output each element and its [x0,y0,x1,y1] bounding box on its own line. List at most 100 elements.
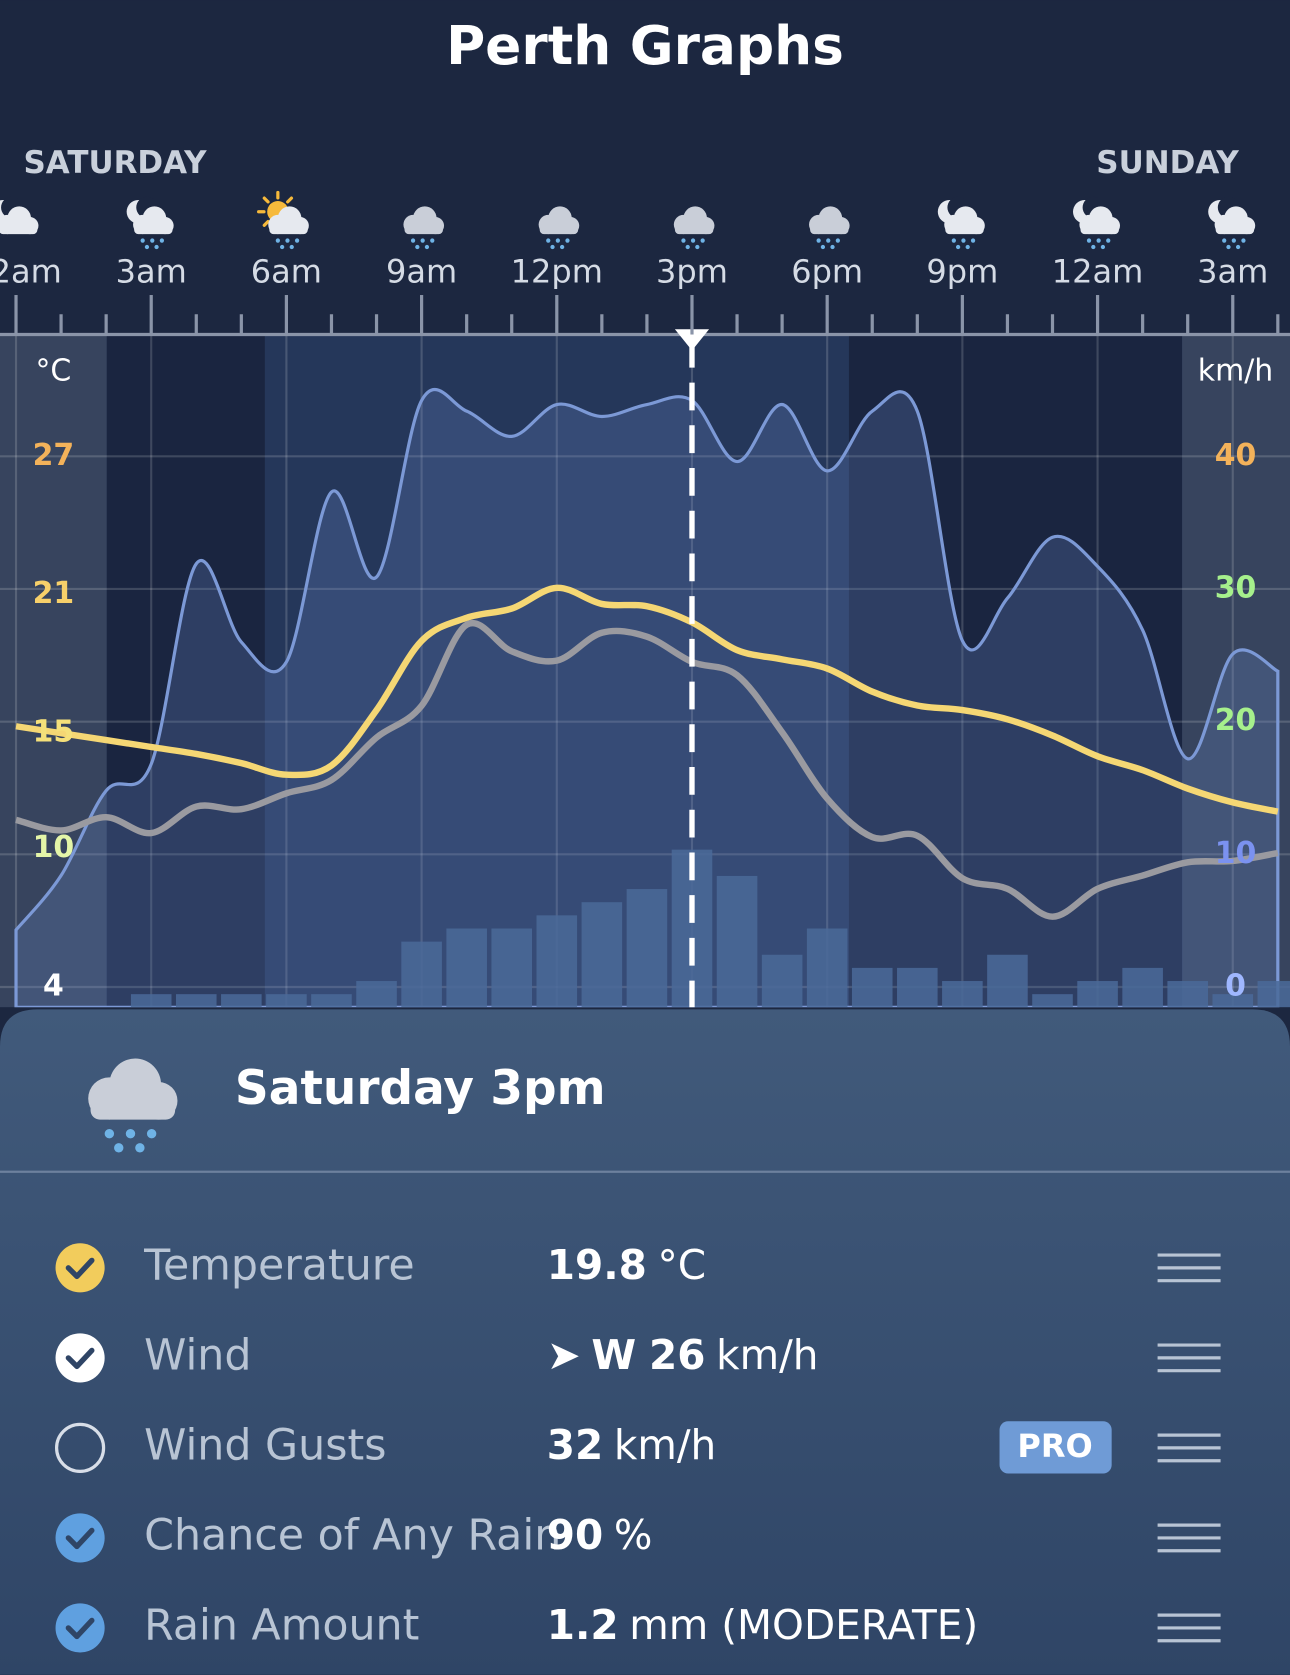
pro-badge-text[interactable]: PRO [1017,1427,1092,1465]
cloud [1080,224,1119,235]
gust-area [14,387,1280,1008]
rain-bar [716,875,758,1008]
checkbox[interactable] [55,1333,105,1383]
sun-ray [262,219,270,227]
time-label: 6pm [791,253,863,291]
checkbox[interactable] [55,1603,105,1653]
raindrop [125,1129,136,1139]
weather-icon [126,196,174,250]
details-title: Saturday 3pm [235,1061,606,1116]
raindrop [430,238,435,243]
rain-bar [491,928,533,1008]
cloud [90,1098,176,1120]
value: 26 [649,1331,705,1379]
y2-tick-label: 0 [1225,969,1246,1004]
rain-bar [1032,994,1073,1008]
rain-bar [1212,994,1254,1008]
rain-bar [401,941,442,1008]
raindrop [555,238,560,243]
rain-bar [987,954,1028,1008]
unit: km/h [716,1331,818,1379]
rain-bar [1167,981,1208,1008]
raindrop [150,238,155,243]
cloud [945,224,984,235]
raindrop [415,244,420,250]
plot-area [0,334,1290,1008]
rain-bar [1077,981,1118,1008]
raindrop [146,1129,157,1139]
raindrop [144,244,150,250]
checkbox[interactable] [55,1243,105,1293]
raindrop [1086,238,1092,243]
checkbox[interactable] [55,1513,105,1563]
temperature-line [15,584,1279,815]
weather-icon [257,190,309,250]
y-unit: °C [35,353,71,388]
weather-icon [538,206,580,250]
raindrop [820,244,826,250]
checkmark[interactable] [65,1617,95,1640]
cloud [0,224,38,235]
row-label: Wind [144,1330,251,1380]
rain-bar [130,994,172,1008]
time-label: 3am [1197,253,1268,291]
raindrop [114,1143,124,1153]
rain-bar [897,967,938,1008]
y2-tick-label: 20 [1215,703,1257,738]
time-label: 12am [0,253,62,291]
cloud [404,224,443,235]
row-label: Rain Amount [144,1600,419,1650]
raindrop [104,1129,115,1139]
shade [0,334,107,1008]
raindrop [135,1143,145,1153]
rain-bar [806,928,848,1008]
rain-bar [175,994,217,1008]
value: 1.2 [547,1601,619,1649]
pro-badge[interactable] [999,1421,1112,1474]
cursor-handle[interactable] [674,329,710,351]
raindrop [1096,238,1101,243]
raindrop [961,238,966,243]
raindrop [1106,238,1111,243]
row-label: Temperature [143,1240,415,1290]
y-tick-label: 4 [43,969,64,1004]
checkmark[interactable] [65,1257,95,1280]
checkmark[interactable] [65,1527,95,1550]
rain-bar [356,981,397,1008]
y2-unit: km/h [1198,353,1273,388]
unit: mm (MODERATE) [629,1601,978,1649]
raindrop [1226,244,1231,250]
raindrop [546,238,551,243]
raindrop [410,238,416,243]
raindrop [279,244,285,250]
cloud [810,224,849,235]
day-label: SATURDAY [23,145,207,181]
time-label: 12pm [511,253,603,291]
raindrop [690,238,696,243]
raindrop [970,238,976,243]
y-tick-label: 10 [33,830,75,865]
checkbox[interactable] [54,1422,106,1473]
cloud [674,224,714,235]
checkmark[interactable] [65,1347,95,1370]
raindrop [289,244,294,250]
raindrop [154,244,159,250]
time-label: 3am [116,253,187,291]
rain-bar [851,967,893,1008]
unit: % [614,1511,653,1559]
raindrop [424,244,430,250]
raindrop [1235,244,1241,250]
rain-bar [266,994,307,1008]
raindrop [1091,244,1096,250]
row-label: Chance of Any Rain [144,1510,561,1560]
raindrop [685,244,690,250]
sun-ray [262,196,270,204]
raindrop [681,238,686,243]
rain-bar [942,981,983,1008]
raindrop [1222,238,1227,243]
cloud [539,224,579,235]
day-label: SUNDAY [1096,145,1239,181]
cloud [1215,224,1255,235]
rain-bar [536,915,578,1008]
